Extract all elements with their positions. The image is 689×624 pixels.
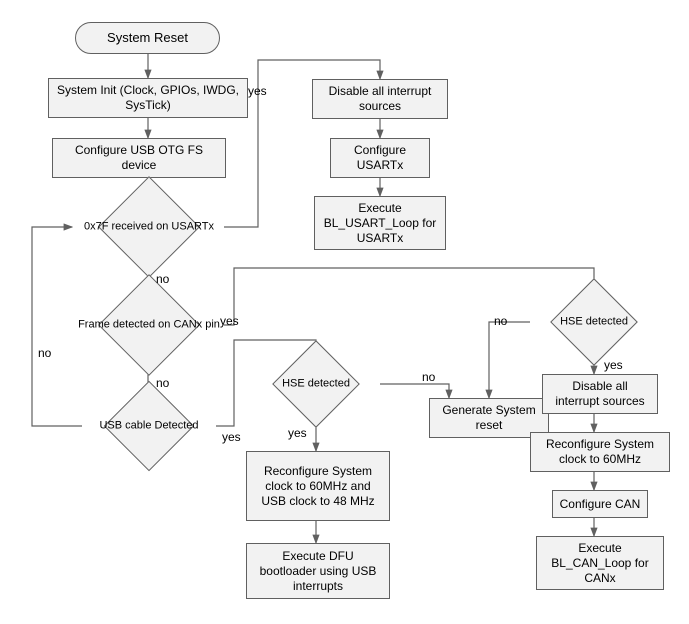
label: USB cable Detected — [99, 419, 198, 431]
label: Execute BL_CAN_Loop for CANx — [543, 541, 657, 586]
node-system-reset: System Reset — [75, 22, 220, 54]
decision-usb-cable: USB cable Detected — [82, 398, 216, 454]
label: System Reset — [107, 30, 188, 46]
label: Generate System reset — [436, 403, 542, 433]
label: Frame detected on CANx pin — [78, 318, 220, 330]
node-configure-usb-otg: Configure USB OTG FS device — [52, 138, 226, 178]
edge-label-yes: yes — [604, 358, 623, 372]
decision-usart-received: 0x7F received on USARTx — [74, 196, 224, 258]
label: Configure USARTx — [337, 143, 423, 173]
edge-label-yes: yes — [288, 426, 307, 440]
edge-label-yes: yes — [248, 84, 267, 98]
edge-label-no: no — [422, 370, 435, 384]
label: System Init (Clock, GPIOs, IWDG, SysTick… — [55, 83, 241, 113]
label: Execute BL_USART_Loop for USARTx — [321, 201, 439, 246]
node-disable-interrupts-can: Disable all interrupt sources — [542, 374, 658, 414]
node-disable-interrupts-usart: Disable all interrupt sources — [312, 79, 448, 119]
node-execute-dfu: Execute DFU bootloader using USB interru… — [246, 543, 390, 599]
label: Execute DFU bootloader using USB interru… — [253, 549, 383, 594]
node-reconfigure-usb-clock: Reconfigure System clock to 60MHz and US… — [246, 451, 390, 521]
node-execute-can-loop: Execute BL_CAN_Loop for CANx — [536, 536, 664, 590]
node-reconfigure-can-clock: Reconfigure System clock to 60MHz — [530, 432, 670, 472]
label: Configure USB OTG FS device — [59, 143, 219, 173]
decision-hse-can: HSE detected — [530, 294, 658, 350]
edge-label-no: no — [156, 376, 169, 390]
node-configure-can: Configure CAN — [552, 490, 648, 518]
decision-hse-usb: HSE detected — [252, 356, 380, 412]
label: Configure CAN — [560, 497, 641, 512]
node-execute-usart-loop: Execute BL_USART_Loop for USARTx — [314, 196, 446, 250]
label: Disable all interrupt sources — [319, 84, 441, 114]
node-configure-usartx: Configure USARTx — [330, 138, 430, 178]
label: Reconfigure System clock to 60MHz — [537, 437, 663, 467]
label: HSE detected — [282, 377, 350, 389]
edge-label-no: no — [494, 314, 507, 328]
decision-can-frame: Frame detected on CANx pin — [74, 294, 224, 356]
label: HSE detected — [560, 315, 628, 327]
edge-label-no: no — [38, 346, 51, 360]
node-system-init: System Init (Clock, GPIOs, IWDG, SysTick… — [48, 78, 248, 118]
label: Reconfigure System clock to 60MHz and US… — [253, 464, 383, 509]
edge-label-no: no — [156, 272, 169, 286]
label: 0x7F received on USARTx — [84, 220, 214, 232]
label: Disable all interrupt sources — [549, 379, 651, 409]
edge-label-yes: yes — [220, 314, 239, 328]
edge-label-yes: yes — [222, 430, 241, 444]
